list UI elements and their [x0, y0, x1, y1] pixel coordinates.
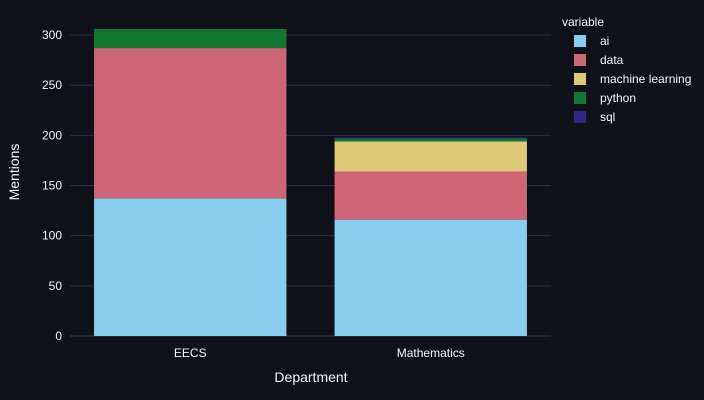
legend-swatch: [574, 111, 586, 123]
y-tick-label: 200: [42, 128, 62, 142]
legend-swatch: [574, 73, 586, 85]
bar-ai-eecs: [94, 198, 287, 336]
y-axis-label: Mentions: [6, 144, 22, 201]
legend-title: variable: [562, 15, 604, 29]
legend-item-label: machine learning: [600, 72, 691, 86]
y-tick-labels: 0 50 100 150 200 250 300: [42, 28, 62, 343]
legend-item-label: ai: [600, 34, 609, 48]
legend-item-label: data: [600, 53, 624, 67]
x-tick-label: Mathematics: [397, 346, 465, 360]
legend-swatch: [574, 92, 586, 104]
bar-sql-mathematics: [334, 137, 527, 139]
legend-item-label: python: [600, 91, 636, 105]
bar-python-eecs: [94, 29, 287, 49]
bars: [94, 29, 527, 336]
y-tick-label: 50: [49, 279, 63, 293]
y-tick-label: 300: [42, 28, 62, 42]
legend-swatch: [574, 35, 586, 47]
y-tick-label: 150: [42, 179, 62, 193]
legend-item-label: sql: [600, 110, 615, 124]
bar-ai-mathematics: [334, 219, 527, 336]
legend: variable ai data machine learning python sql: [562, 15, 691, 124]
y-tick-label: 100: [42, 229, 62, 243]
x-tick-labels: EECS Mathematics: [174, 346, 465, 360]
x-tick-label: EECS: [174, 346, 207, 360]
bar-machine-learning-mathematics: [334, 141, 527, 172]
x-axis-label: Department: [274, 369, 347, 385]
y-tick-label: 0: [55, 329, 62, 343]
bar-data-eecs: [94, 48, 287, 199]
legend-swatch: [574, 54, 586, 66]
bar-data-mathematics: [334, 171, 527, 220]
y-tick-label: 250: [42, 78, 62, 92]
bar-python-mathematics: [334, 138, 527, 142]
